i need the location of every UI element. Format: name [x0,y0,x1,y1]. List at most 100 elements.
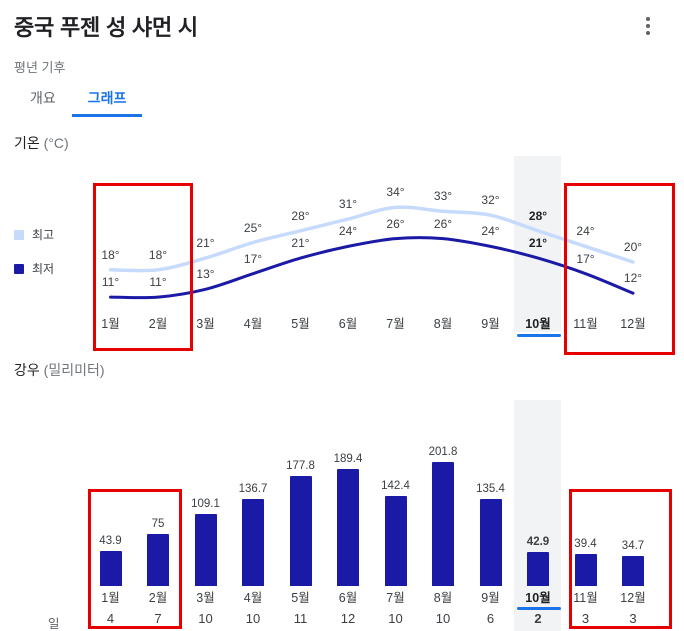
rain-days-value: 10 [245,611,261,626]
rain-days-value: 7 [154,611,162,626]
rain-days-value: 6 [486,611,495,626]
rain-bar[interactable] [194,514,217,586]
min-series-swatch [14,263,24,274]
rain-month-label[interactable]: 7월 [386,591,405,605]
temp-month-label[interactable]: 8월 [433,317,453,331]
min-temp-value-label: 11° [149,275,167,290]
min-temp-value-label: 26° [386,216,405,231]
temp-month-label[interactable]: 10월 [525,317,551,331]
temp-month-label[interactable]: 3월 [196,317,215,331]
temp-month-label[interactable]: 12월 [620,317,646,331]
rain-section-title: 강우 (밀리미터) [14,360,105,380]
rain-month-label[interactable]: 3월 [196,591,215,605]
tab-graph[interactable]: 그래프 [71,84,143,117]
min-temp-value-label: 11° [101,275,120,290]
rain-value-label: 43.9 [99,535,122,548]
max-temp-value-label: 28° [528,208,548,223]
tab-overview[interactable]: 개요 [30,90,56,106]
max-temp-value-label: 28° [291,208,310,223]
legend-item-min: 최저 [14,260,54,277]
temp-month-label[interactable]: 1월 [101,317,120,331]
rain-month-label[interactable]: 12월 [620,591,646,605]
october-highlight-band [514,400,561,631]
rain-month-label[interactable]: 5월 [291,591,310,605]
rain-days-value: 2 [534,611,542,626]
rain-value-label: 109.1 [191,498,220,511]
legend-label-max: 최고 [32,228,55,242]
rain-month-label[interactable]: 2월 [148,591,168,605]
rain-days-value: 10 [435,611,451,626]
min-temp-value-label: 26° [433,216,453,231]
rain-bar[interactable] [289,475,312,586]
min-temp-value-label: 17° [243,251,263,266]
min-temp-value-label: 12° [623,271,643,286]
temp-month-label[interactable]: 7월 [386,317,405,331]
min-temp-value-label: 13° [196,267,215,282]
selected-month-underline [517,334,561,337]
rain-value-label: 34.7 [621,540,645,553]
rain-month-label[interactable]: 1월 [101,591,120,605]
rain-bar[interactable] [622,556,644,586]
rain-bar[interactable] [527,551,549,586]
rain-bar[interactable] [574,553,597,586]
rain-bar[interactable] [242,498,264,586]
selected-month-underline [517,607,561,610]
subtitle: 평년 기후 [14,60,66,75]
page-title: 중국 푸젠 성 샤먼 시 [14,15,198,40]
temp-month-label[interactable]: 6월 [338,317,358,331]
max-temp-value-label: 33° [433,189,453,204]
min-temp-value-label: 21° [528,236,548,251]
kebab-menu-icon[interactable] [638,14,658,38]
rain-value-label: 201.8 [428,445,458,458]
temperature-unit-text: (°C) [43,135,69,151]
rain-days-value: 3 [581,611,590,626]
max-temp-value-label: 24° [576,224,595,239]
max-temp-value-label: 34° [386,185,405,200]
max-temp-value-label: 31° [338,197,358,212]
temperature-title-text: 기온 [14,135,40,151]
max-series-swatch [14,229,24,240]
temp-month-label[interactable]: 5월 [291,317,310,331]
min-temp-value-label: 24° [338,224,358,239]
rain-days-value: 12 [340,611,356,626]
legend-label-min: 최저 [32,262,55,276]
rain-days-value: 10 [388,611,403,626]
temp-month-label[interactable]: 2월 [148,317,168,331]
rain-bar[interactable] [432,461,454,586]
temp-month-label[interactable]: 11월 [573,317,598,331]
temp-month-label[interactable]: 4월 [243,317,263,331]
min-temp-value-label: 24° [481,224,500,239]
min-temp-value-label: 17° [576,251,595,266]
max-temp-value-label: 18° [101,247,120,262]
rain-month-label[interactable]: 11월 [573,591,598,605]
max-temp-value-label: 25° [243,220,263,235]
rain-days-value: 10 [198,611,213,626]
legend-item-max: 최고 [14,226,54,243]
rain-value-label: 135.4 [476,483,505,496]
rain-bar[interactable] [384,495,407,586]
rain-bar[interactable] [147,533,169,586]
rain-unit-text: (밀리미터) [43,362,105,378]
rain-days-value: 11 [293,611,308,626]
rain-days-row-label: 일 [48,617,60,631]
rain-value-label: 75 [151,517,165,530]
rain-month-label[interactable]: 4월 [243,591,263,605]
rain-bar[interactable] [337,468,359,586]
rain-bar[interactable] [99,551,122,586]
rain-bar[interactable] [479,499,502,586]
max-temp-value-label: 20° [623,240,643,254]
rain-month-label[interactable]: 8월 [433,591,453,605]
max-temp-value-label: 18° [148,247,168,262]
rain-month-label[interactable]: 6월 [338,591,358,605]
rain-title-text: 강우 [14,362,40,378]
temp-month-label[interactable]: 9월 [481,317,500,331]
rain-value-label: 189.4 [333,452,363,465]
rain-month-label[interactable]: 9월 [481,591,500,605]
rain-days-value: 4 [106,611,115,626]
temperature-section-title: 기온 (°C) [14,133,69,153]
tab-bar: 개요 그래프 [14,84,143,117]
rain-month-label[interactable]: 10월 [525,591,551,605]
rain-value-label: 39.4 [574,537,597,550]
